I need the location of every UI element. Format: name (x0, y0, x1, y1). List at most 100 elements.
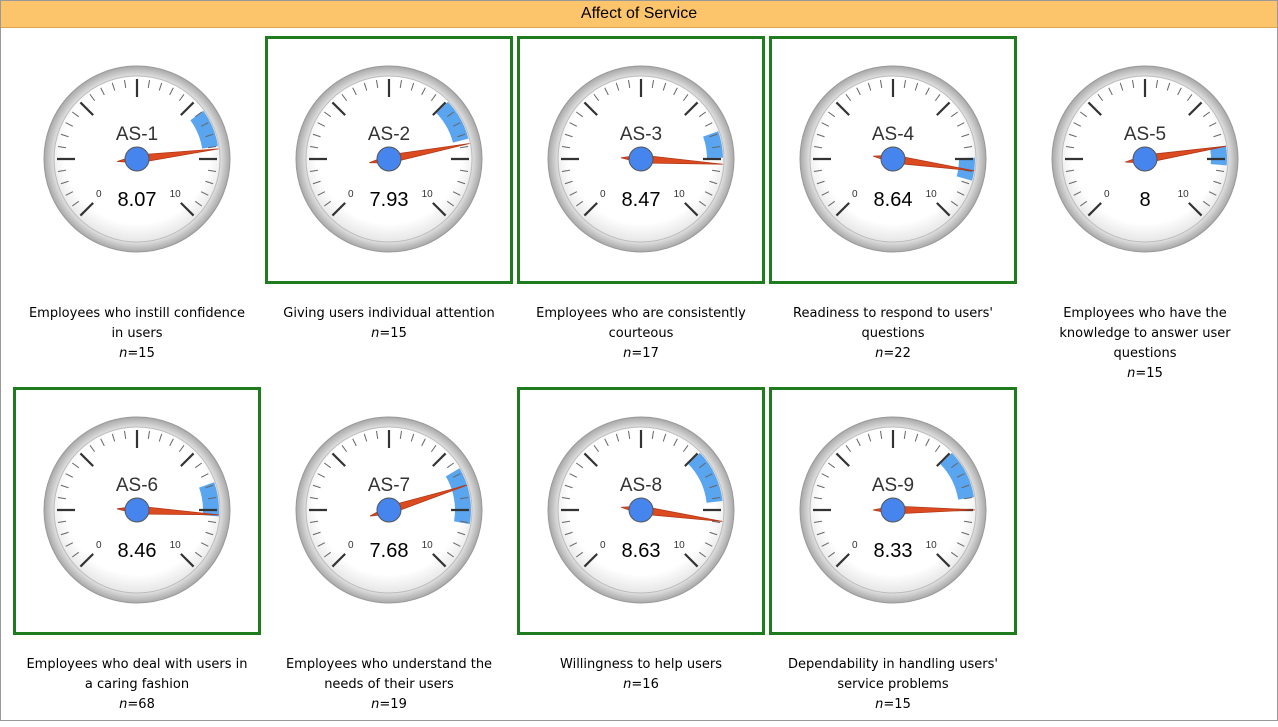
needle-hub (880, 146, 906, 172)
minor-tick (178, 93, 185, 102)
n-sep: = (883, 697, 895, 712)
description-text: Employees who deal with users in a carin… (26, 657, 248, 692)
minor-tick (457, 133, 466, 138)
major-tick (835, 101, 850, 116)
tick-label: 10 (170, 189, 182, 200)
minor-tick (1065, 145, 1074, 149)
gauge-cell: 0 10 AS-2 7.93 Giving users individual atten… (265, 36, 513, 376)
description: Giving users individual attention n=15 (269, 304, 509, 344)
minor-tick (934, 93, 941, 102)
minor-tick (651, 430, 655, 439)
minor-tick (709, 133, 718, 138)
minor-tick (200, 191, 209, 196)
minor-tick (60, 180, 69, 185)
band (436, 101, 469, 143)
band (703, 131, 723, 158)
minor-tick (961, 133, 970, 138)
minor-tick (709, 180, 718, 185)
tick-label: 10 (422, 189, 434, 200)
gauge: 0 10 AS-9 8.33 (799, 416, 987, 604)
minor-tick (821, 191, 830, 196)
minor-tick (712, 169, 721, 173)
description: Willingness to help users n=16 (521, 655, 761, 695)
minor-tick (662, 82, 667, 91)
description-text: Readiness to respond to users' questions (793, 306, 993, 341)
n-symbol: n (371, 697, 380, 712)
minor-tick (956, 473, 965, 478)
minor-tick (421, 87, 426, 96)
minor-tick (460, 145, 469, 149)
minor-tick (446, 462, 455, 469)
major-tick (936, 452, 951, 467)
n-sep: = (631, 346, 643, 361)
n-value: 15 (1146, 366, 1163, 381)
minor-tick (200, 542, 209, 547)
gauge-cell: 0 10 AS-1 8.07 Employees who instill confide… (13, 36, 261, 376)
major-tick (432, 452, 447, 467)
minor-tick (452, 542, 461, 547)
minor-tick (1119, 82, 1124, 91)
tick-label: 0 (348, 540, 354, 551)
needle-hub (376, 146, 402, 172)
minor-tick (569, 542, 578, 547)
minor-tick (208, 169, 217, 173)
minor-tick (446, 200, 455, 207)
gauge-value: 8.63 (622, 540, 661, 562)
minor-tick (341, 93, 348, 102)
gauge-label: AS-3 (620, 124, 662, 145)
n-symbol: n (875, 697, 884, 712)
gauge-cell: 0 10 AS-4 8.64 Readiness to respond to users… (769, 36, 1017, 376)
minor-tick (410, 433, 415, 442)
minor-tick (816, 484, 825, 489)
major-tick (936, 553, 951, 568)
minor-tick (964, 496, 973, 500)
minor-tick (964, 145, 973, 149)
minor-tick (816, 180, 825, 185)
minor-tick (323, 111, 332, 118)
minor-tick (309, 169, 318, 173)
minor-tick (698, 551, 707, 558)
minor-tick (460, 496, 469, 500)
minor-tick (1155, 79, 1159, 88)
minor-tick (712, 145, 721, 149)
major-tick (1188, 101, 1203, 116)
minor-tick (460, 169, 469, 173)
n-symbol: n (875, 346, 884, 361)
minor-tick (704, 122, 713, 127)
minor-tick (961, 180, 970, 185)
minor-tick (323, 200, 332, 207)
n-line: n=19 (269, 695, 509, 715)
minor-tick (813, 496, 822, 500)
minor-tick (950, 111, 959, 118)
minor-tick (903, 430, 907, 439)
minor-tick (845, 93, 852, 102)
n-symbol: n (623, 677, 632, 692)
minor-tick (363, 433, 368, 442)
n-value: 68 (138, 697, 155, 712)
minor-tick (452, 473, 461, 478)
minor-tick (564, 484, 573, 489)
tick-label: 0 (96, 540, 102, 551)
gauge-value: 7.93 (370, 189, 409, 211)
major-tick (331, 553, 346, 568)
description-text: Willingness to help users (560, 657, 722, 672)
minor-tick (200, 122, 209, 127)
highlight-box (517, 36, 765, 284)
needle-hub (376, 497, 402, 523)
n-value: 15 (894, 697, 911, 712)
tick-label: 0 (600, 189, 606, 200)
gauge: 0 10 AS-5 8 (1051, 65, 1239, 253)
minor-tick (950, 462, 959, 469)
gauge-cell: 0 10 AS-8 8.63 Willingness to help users n=16 (517, 387, 765, 727)
minor-tick (569, 473, 578, 478)
minor-tick (704, 542, 713, 547)
minor-tick (65, 191, 74, 196)
minor-tick (961, 531, 970, 536)
minor-tick (71, 462, 80, 469)
minor-tick (65, 473, 74, 478)
minor-tick (615, 433, 620, 442)
description-text: Employees who have the knowledge to answ… (1059, 306, 1231, 361)
minor-tick (208, 496, 217, 500)
minor-tick (867, 82, 872, 91)
